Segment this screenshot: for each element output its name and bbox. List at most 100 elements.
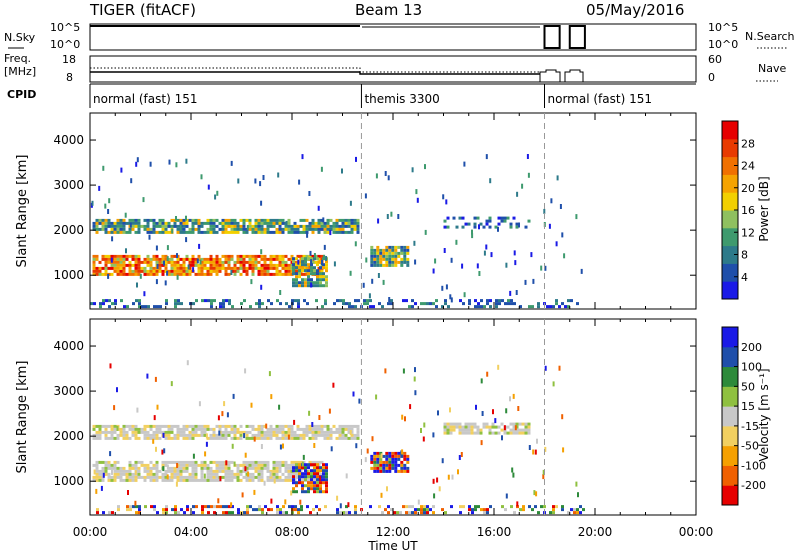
data-cell-1098	[213, 505, 216, 509]
data-cell-45	[116, 257, 120, 261]
data-cell-618	[233, 430, 237, 434]
data-cell-1132	[282, 505, 285, 509]
data-cell-593	[212, 224, 216, 228]
y-tick-label-1: 2000	[53, 223, 84, 237]
data-cell-184	[194, 460, 198, 464]
data-cell-1210	[486, 508, 489, 512]
data-cell-156	[173, 263, 177, 267]
data-cell-818	[301, 260, 304, 264]
data-cell-342	[275, 254, 279, 258]
data-cell-978	[473, 216, 477, 220]
data-cell-711	[299, 224, 303, 228]
data-cell-971	[452, 216, 456, 220]
data-cell-1343	[205, 441, 208, 447]
data-cell-3	[95, 460, 99, 464]
data-cell-671	[269, 218, 273, 222]
data-cell-1154	[531, 305, 534, 309]
data-cell-363	[290, 460, 294, 464]
data-cell-597	[215, 224, 219, 228]
data-cell-534	[167, 224, 171, 228]
data-cell-1277	[414, 367, 416, 373]
data-cell-357	[281, 263, 285, 267]
data-cell-683	[278, 218, 282, 222]
data-cell-698	[293, 433, 297, 437]
data-cell-165	[176, 269, 180, 273]
data-cell-578	[200, 224, 204, 228]
data-cell-512	[152, 436, 156, 440]
data-cell-1226	[168, 159, 171, 165]
data-cell-966	[406, 263, 410, 267]
data-cell-1049	[527, 425, 531, 429]
data-cell-772	[347, 436, 351, 440]
data-cell-520	[158, 218, 162, 222]
data-cell-664	[269, 433, 273, 437]
data-cell-30	[107, 266, 111, 270]
data-cell-989	[494, 225, 498, 229]
data-cell-469	[119, 433, 123, 437]
data-cell-1052	[96, 508, 99, 512]
data-cell-774	[344, 230, 348, 234]
data-cell-453	[107, 218, 111, 222]
data-cell-1123	[444, 302, 447, 306]
data-cell-855	[316, 257, 319, 261]
data-cell-822	[301, 278, 304, 282]
data-cell-1016	[494, 425, 498, 429]
data-cell-208	[206, 475, 210, 479]
data-cell-199	[197, 257, 201, 261]
data-cell-990	[497, 216, 501, 220]
data-cell-255	[227, 257, 231, 261]
data-cell-556	[185, 433, 189, 437]
data-cell-171	[185, 478, 189, 482]
data-cell-1247	[285, 220, 288, 226]
data-cell-534	[170, 424, 174, 428]
data-cell-1093	[354, 305, 357, 309]
data-cell-181	[191, 472, 195, 476]
data-cell-793	[292, 257, 295, 261]
data-cell-1372	[203, 473, 206, 479]
data-cell-491	[137, 427, 141, 431]
data-cell-1215	[510, 505, 513, 509]
data-cell-26	[104, 272, 108, 276]
data-cell-665	[269, 436, 273, 440]
data-cell-40	[113, 260, 117, 264]
data-cell-1233	[561, 505, 564, 509]
data-cell-137	[170, 469, 174, 473]
data-cell-588	[209, 224, 213, 228]
data-cell-238	[215, 272, 219, 276]
data-cell-1270	[542, 469, 545, 475]
data-cell-13	[98, 475, 102, 479]
data-cell-1270	[149, 161, 152, 167]
data-cell-717	[305, 218, 309, 222]
data-cell-1215	[246, 225, 249, 230]
data-cell-969	[446, 431, 450, 435]
data-cell-234	[221, 460, 225, 464]
data-cell-777	[347, 224, 351, 228]
data-cell-1057	[117, 505, 120, 509]
data-cell-1293	[260, 200, 263, 206]
data-cell-951	[400, 251, 404, 255]
data-cell-765	[338, 230, 342, 234]
data-cell-653	[263, 424, 267, 428]
data-cell-1005	[479, 431, 483, 435]
data-cell-1	[92, 475, 96, 479]
data-cell-16	[101, 466, 105, 470]
data-cell-248	[224, 254, 228, 258]
data-cell-727	[314, 433, 318, 437]
data-cell-355	[284, 475, 288, 479]
data-cell-460	[113, 427, 117, 431]
data-cell-1076	[297, 305, 300, 309]
data-cell-1311	[148, 234, 151, 240]
x-tick-label-4: 16:00	[477, 525, 512, 539]
data-cell-1225	[540, 505, 543, 509]
data-cell-1165	[564, 305, 567, 309]
data-cell-968	[446, 428, 450, 432]
data-cell-841	[313, 472, 316, 476]
x-tick-label-5: 20:00	[578, 525, 613, 539]
data-cell-920	[388, 451, 392, 455]
data-cell-587	[209, 221, 213, 225]
data-cell-783	[350, 230, 354, 234]
data-cell-280	[245, 472, 249, 476]
data-cell-1374	[270, 498, 273, 504]
data-cell-873	[325, 463, 328, 467]
